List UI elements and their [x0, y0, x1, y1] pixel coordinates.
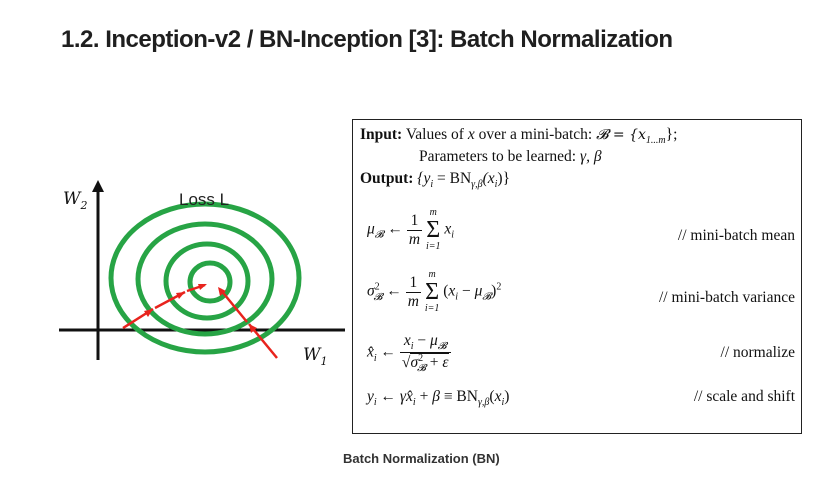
arrow-left-1-head [144, 309, 153, 317]
figure-caption: Batch Normalization (BN) [343, 451, 500, 466]
contour-ring-outer [108, 201, 302, 355]
y-axis-arrowhead [92, 180, 104, 192]
x-axis-label: W1 [303, 345, 327, 368]
input-line: Input: Values of x over a mini-batch: 𝓑 … [360, 126, 678, 147]
loss-contour-diagram: Loss L W2 W1 [59, 180, 345, 368]
arrow-left-3-head [198, 284, 207, 290]
arrow-right-2 [219, 288, 248, 323]
params-line: Parameters to be learned: γ, β [419, 148, 602, 165]
y-axis-label: W2 [63, 189, 87, 212]
comment-mean: // mini-batch mean [677, 227, 795, 244]
output-line: Output: {yi = BNγ,β(xi)} [360, 170, 511, 191]
loss-label: Loss L [179, 190, 229, 209]
algorithm-box: Input: Values of x over a mini-batch: 𝓑 … [352, 119, 802, 434]
comment-variance: // mini-batch variance [659, 289, 795, 306]
comment-scale-shift: // scale and shift [693, 388, 795, 405]
formula-normalize: x̂i ← xi − μ𝓑 √σ2𝓑 + ε [367, 332, 451, 375]
formula-scale-shift: yi ← γx̂i + β ≡ BNγ,β(xi) [367, 388, 510, 409]
contour-ring-inner [187, 260, 233, 304]
arrow-right-2-head [218, 287, 226, 296]
contour-ring-3 [135, 221, 275, 337]
contour-ring-2 [163, 241, 251, 321]
arrow-left-2-head [176, 292, 185, 299]
page-title: 1.2. Inception-v2 / BN-Inception [3]: Ba… [61, 26, 673, 53]
comment-normalize: // normalize [720, 344, 795, 361]
arrow-right-1-head [249, 324, 257, 333]
